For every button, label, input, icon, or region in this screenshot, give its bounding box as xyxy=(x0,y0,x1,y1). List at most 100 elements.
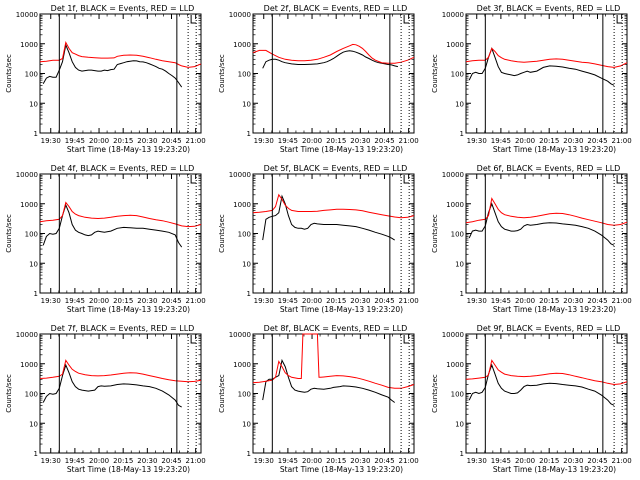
x-tick-label: 20:30 xyxy=(137,137,157,145)
x-tick-label: 20:00 xyxy=(515,297,535,305)
y-axis-label: Counts/sec xyxy=(218,54,226,93)
y-tick-label: 10000 xyxy=(229,171,251,179)
x-tick-label: 20:15 xyxy=(326,137,346,145)
chart-panel: Det 6f, BLACK = Events, RED = LLD 1 10 100 1… xyxy=(431,164,632,314)
y-tick-label: 1000 xyxy=(446,41,464,49)
x-tick-label: 20:00 xyxy=(302,457,322,465)
y-tick-label: 10000 xyxy=(16,331,38,339)
x-tick-label: 20:45 xyxy=(374,297,394,305)
y-tick-label: 1 xyxy=(34,290,38,298)
x-tick-label: 20:30 xyxy=(563,137,583,145)
y-tick-label: 10000 xyxy=(229,11,251,19)
y-tick-label: 1 xyxy=(247,290,251,298)
y-tick-label: 100 xyxy=(238,71,251,79)
x-tick-label: 20:45 xyxy=(587,297,607,305)
x-tick-label: 19:45 xyxy=(491,137,511,145)
y-tick-label: 1000 xyxy=(233,361,251,369)
x-tick-label: 21:00 xyxy=(612,137,632,145)
chart-title: Det 2f, BLACK = Events, RED = LLD xyxy=(264,4,408,13)
x-tick-label: 20:00 xyxy=(89,137,109,145)
lld-series-line xyxy=(465,359,628,386)
x-tick-label: 19:45 xyxy=(491,457,511,465)
events-series-line xyxy=(262,50,399,69)
y-tick-label: 10000 xyxy=(229,331,251,339)
y-tick-label: 10000 xyxy=(442,331,464,339)
x-tick-label: 20:30 xyxy=(563,297,583,305)
y-tick-label: 1000 xyxy=(20,201,38,209)
x-axis-label: Start Time (18-May-13 19:23:20) xyxy=(493,305,616,314)
x-tick-label: 19:30 xyxy=(41,297,61,305)
y-tick-label: 1000 xyxy=(446,361,464,369)
x-tick-label: 21:00 xyxy=(399,137,419,145)
chart-title: Det 8f, BLACK = Events, RED = LLD xyxy=(264,324,408,333)
y-axis-label: Counts/sec xyxy=(431,54,439,93)
chart-panel: Det 1f, BLACK = Events, RED = LLD 1 10 100 1… xyxy=(5,4,206,154)
y-tick-label: 1000 xyxy=(20,361,38,369)
attenuator-bracket xyxy=(616,335,623,344)
y-axis-label: Counts/sec xyxy=(5,54,13,93)
x-tick-label: 20:15 xyxy=(539,457,559,465)
x-tick-label: 20:00 xyxy=(89,297,109,305)
x-tick-label: 20:15 xyxy=(113,137,133,145)
x-tick-label: 21:00 xyxy=(186,457,206,465)
y-tick-label: 10 xyxy=(455,260,464,268)
events-series-line xyxy=(262,358,396,403)
y-axis-label: Counts/sec xyxy=(5,374,13,413)
attenuator-bracket xyxy=(616,175,623,184)
x-tick-label: 19:30 xyxy=(41,137,61,145)
y-tick-label: 100 xyxy=(238,231,251,239)
x-tick-label: 20:15 xyxy=(113,457,133,465)
attenuator-bracket xyxy=(190,15,197,24)
y-tick-label: 10 xyxy=(29,260,38,268)
x-tick-label: 20:45 xyxy=(374,137,394,145)
chart-title: Det 1f, BLACK = Events, RED = LLD xyxy=(51,4,195,13)
y-tick-label: 1 xyxy=(247,450,251,458)
y-tick-label: 1 xyxy=(460,450,464,458)
x-tick-label: 21:00 xyxy=(612,297,632,305)
y-tick-label: 10000 xyxy=(442,11,464,19)
y-tick-label: 10 xyxy=(29,100,38,108)
x-tick-label: 20:00 xyxy=(302,297,322,305)
x-axis-label: Start Time (18-May-13 19:23:20) xyxy=(67,145,190,154)
events-series-line xyxy=(42,203,183,248)
x-tick-label: 20:00 xyxy=(89,457,109,465)
x-tick-label: 20:30 xyxy=(350,297,370,305)
attenuator-bracket xyxy=(616,15,623,24)
x-tick-label: 21:00 xyxy=(399,297,419,305)
chart-title: Det 5f, BLACK = Events, RED = LLD xyxy=(264,164,408,173)
x-axis-label: Start Time (18-May-13 19:23:20) xyxy=(67,305,190,314)
x-tick-label: 19:45 xyxy=(491,297,511,305)
y-axis-label: Counts/sec xyxy=(5,214,13,253)
events-series-line xyxy=(262,194,395,241)
x-tick-label: 19:45 xyxy=(278,137,298,145)
y-tick-label: 100 xyxy=(451,71,464,79)
x-axis-label: Start Time (18-May-13 19:23:20) xyxy=(67,465,190,474)
x-axis-label: Start Time (18-May-13 19:23:20) xyxy=(280,305,403,314)
y-tick-label: 10 xyxy=(455,420,464,428)
lld-series-line xyxy=(252,333,415,389)
events-series-line xyxy=(468,202,615,246)
chart-panel: Det 8f, BLACK = Events, RED = LLD 1 10 100 1… xyxy=(218,324,419,474)
x-tick-label: 20:30 xyxy=(350,137,370,145)
chart-title: Det 9f, BLACK = Events, RED = LLD xyxy=(477,324,621,333)
attenuator-bracket xyxy=(190,335,197,344)
x-tick-label: 20:45 xyxy=(161,457,181,465)
x-axis-label: Start Time (18-May-13 19:23:20) xyxy=(493,145,616,154)
chart-panel: Det 2f, BLACK = Events, RED = LLD 1 10 100 1… xyxy=(218,4,419,154)
events-series-line xyxy=(468,46,615,86)
y-tick-label: 1000 xyxy=(233,201,251,209)
lld-series-line xyxy=(39,359,202,383)
y-tick-label: 1000 xyxy=(233,41,251,49)
x-tick-label: 19:30 xyxy=(467,457,487,465)
x-tick-label: 20:00 xyxy=(302,137,322,145)
chart-title: Det 7f, BLACK = Events, RED = LLD xyxy=(51,324,195,333)
x-tick-label: 20:00 xyxy=(515,137,535,145)
x-axis-label: Start Time (18-May-13 19:23:20) xyxy=(280,465,403,474)
chart-title: Det 6f, BLACK = Events, RED = LLD xyxy=(477,164,621,173)
y-tick-label: 10 xyxy=(242,260,251,268)
y-axis-label: Counts/sec xyxy=(218,374,226,413)
y-tick-label: 10 xyxy=(455,100,464,108)
y-tick-label: 10 xyxy=(242,420,251,428)
y-tick-label: 1000 xyxy=(20,41,38,49)
x-tick-label: 20:15 xyxy=(326,297,346,305)
